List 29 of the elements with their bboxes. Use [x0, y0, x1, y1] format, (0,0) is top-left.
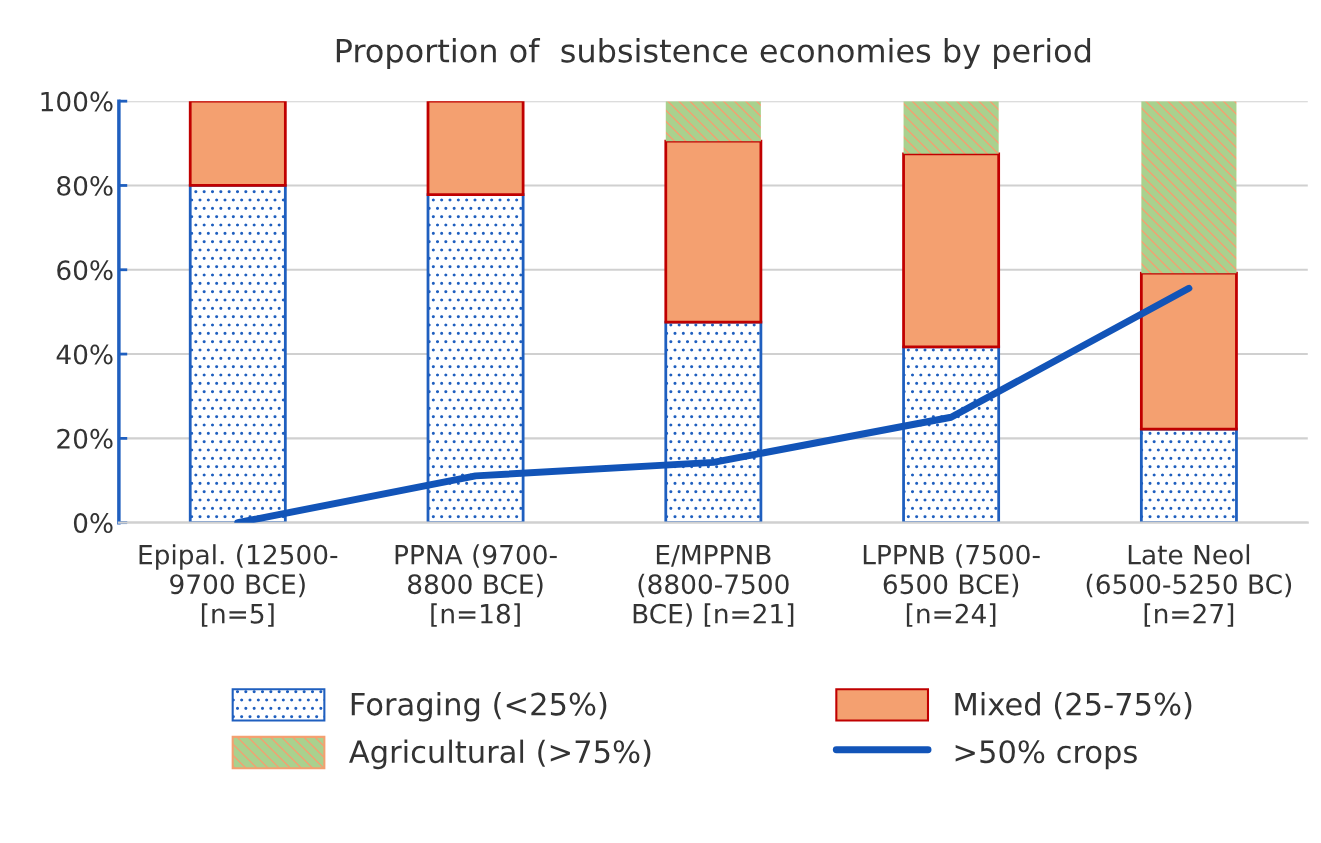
bar	[902, 345, 1001, 523]
bar	[665, 101, 761, 142]
y-tick-label: 60%	[57, 260, 113, 281]
bar	[188, 101, 287, 187]
bar	[1141, 101, 1237, 274]
legend-label: Mixed (25-75%)	[955, 692, 1192, 720]
y-tick-label: 20%	[57, 428, 113, 449]
x-tick-label: PPNA (9700- 8800 BCE) [n=18]	[395, 544, 557, 627]
x-tick-label: E/MPPNB (8800-7500 BCE) [n=21]	[633, 545, 794, 627]
x-tick-label: Late Neol (6500-5250 BC) [n=27]	[1086, 544, 1292, 627]
bar	[1139, 271, 1238, 431]
y-tick-label: 40%	[56, 344, 113, 365]
legend-label: >50% crops	[955, 740, 1137, 770]
bar	[664, 320, 763, 523]
x-tick-label: Epipal. (12500- 9700 BCE) [n=5]	[139, 544, 338, 627]
bar	[664, 139, 763, 324]
bar	[902, 152, 1001, 349]
chart-title: Proportion of subsistence economies by period	[336, 38, 1091, 69]
bar	[903, 101, 999, 154]
legend-label: Agricultural (>75%)	[349, 739, 651, 770]
y-tick-label: 0%	[73, 513, 113, 534]
bar	[426, 101, 525, 197]
bar	[426, 193, 525, 523]
y-tick-label: 100%	[41, 91, 113, 112]
legend-label: Foraging (<25%)	[351, 692, 607, 722]
x-tick-label: LPPNB (7500- 6500 BCE) [n=24]	[863, 544, 1040, 627]
bar	[188, 184, 287, 523]
y-tick-label: 80%	[57, 175, 113, 196]
bar	[1139, 427, 1238, 523]
